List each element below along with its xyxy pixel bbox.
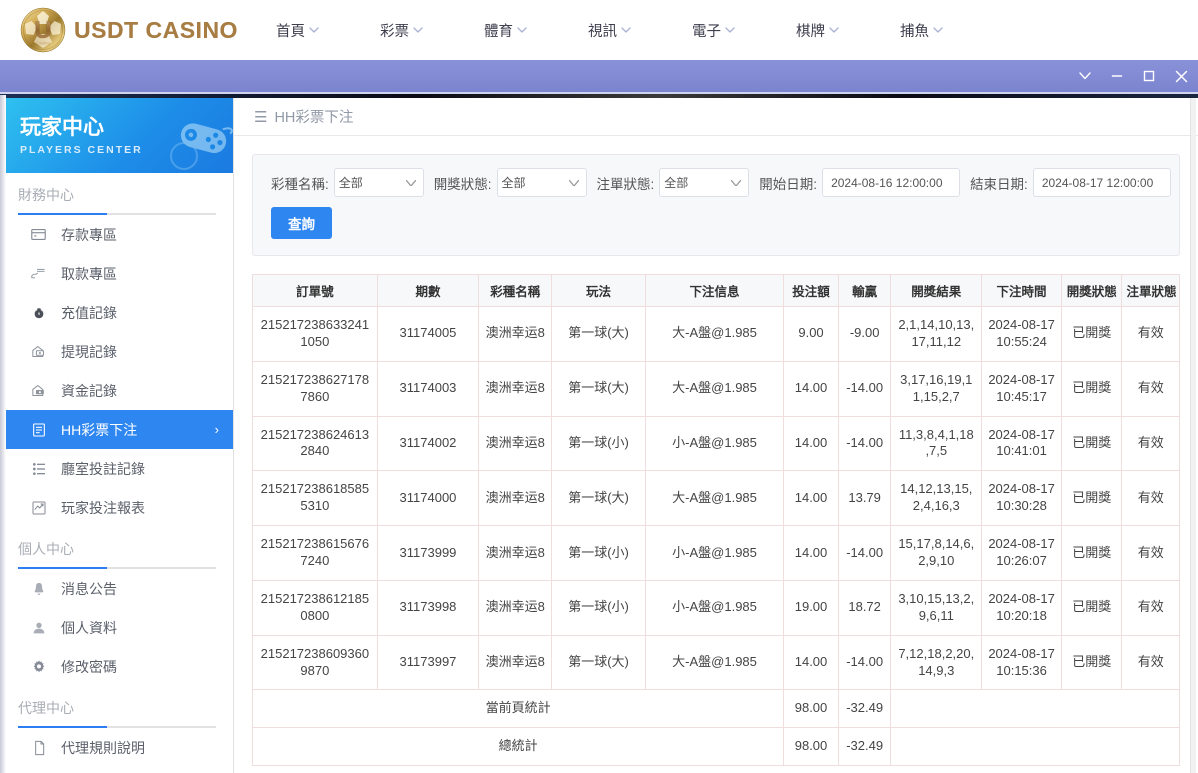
svg-text:Casino: Casino: [36, 41, 51, 46]
